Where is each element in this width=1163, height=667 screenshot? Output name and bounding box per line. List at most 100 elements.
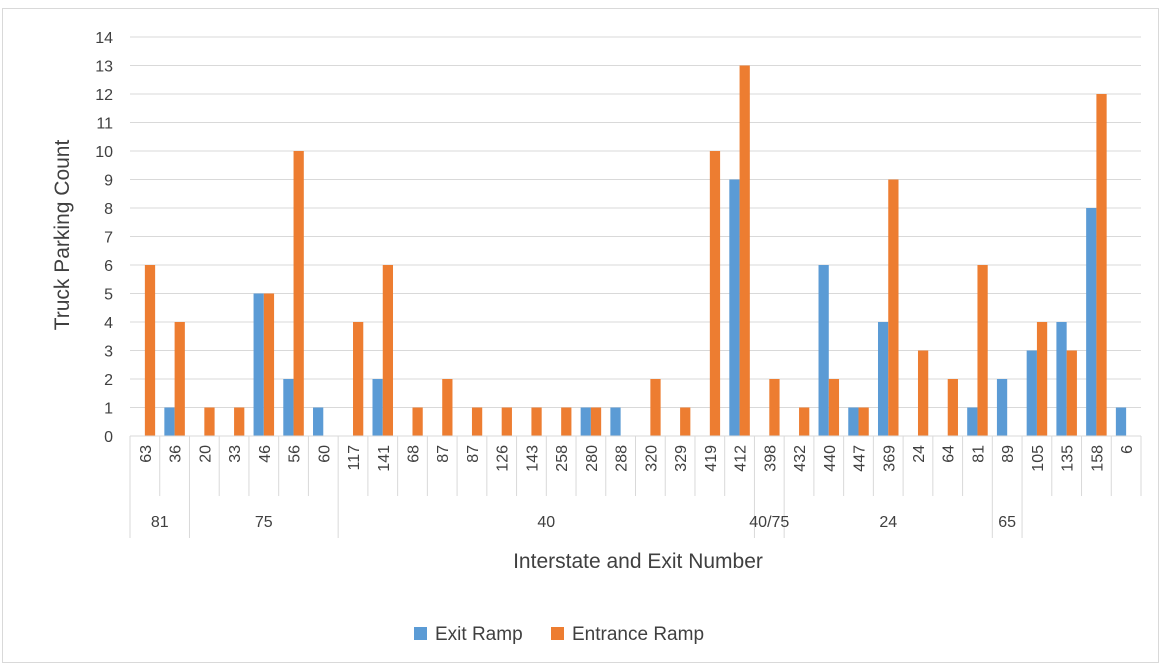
bar-exit-ramp [313,407,324,436]
y-tick-label: 2 [104,372,113,389]
y-tick-label: 13 [95,59,113,76]
chart-frame [2,8,1159,663]
bar-entrance-ramp [769,379,780,436]
bar-entrance-ramp [977,265,988,436]
group-labels: 81 75 40 40/75 24 65 [151,514,1016,531]
x-tick-label: 68 [405,445,422,463]
bar-entrance-ramp [471,407,483,436]
y-tick-label: 6 [104,258,113,275]
x-tick-label: 87 [465,445,482,463]
bar-entrance-ramp [1096,94,1107,436]
axes [129,435,1142,538]
bar-exit-ramp [967,407,978,436]
x-tick-label: 258 [554,445,571,472]
y-tick-label: 10 [95,144,113,161]
y-tick-label: 12 [95,87,113,104]
y-tick-label: 14 [95,30,113,47]
x-tick-label: 89 [1000,445,1017,463]
x-tick-label: 158 [1089,445,1106,472]
bar-exit-ramp [818,265,829,436]
x-tick-label: 60 [316,445,333,463]
x-tick-label: 141 [376,445,393,472]
x-tick-label: 46 [257,445,274,463]
y-tick-label: 3 [104,344,113,361]
bar-entrance-ramp [561,407,572,436]
y-tick-label: 8 [104,201,113,218]
bar-exit-ramp [1086,208,1097,436]
x-tick-label: 117 [346,445,363,471]
x-tick-label: 329 [673,445,690,472]
group-label: 75 [255,514,273,531]
x-tick-label: 369 [881,445,898,472]
bar-entrance-ramp [799,407,810,436]
bar-entrance-ramp [888,179,899,436]
bar-entrance-ramp [501,407,512,436]
x-tick-label: 447 [852,445,869,472]
y-tick-label: 0 [104,429,113,446]
x-tick-label: 440 [822,445,839,472]
bar-entrance-ramp [947,379,958,436]
x-tick-label: 280 [584,445,601,472]
x-axis-title: Interstate and Exit Number [513,550,763,573]
x-tick-label: 63 [138,445,155,463]
bar-entrance-ramp [382,265,394,436]
y-tick-label: 5 [104,287,113,304]
y-axis-title: Truck Parking Count [51,140,74,331]
y-tick-label: 9 [104,173,113,190]
bar-entrance-ramp [174,322,185,436]
x-tick-label: 105 [1030,445,1047,472]
bar-entrance-ramp [263,293,275,436]
bar-exit-ramp [580,407,591,436]
bar-entrance-ramp [353,322,364,436]
y-tick-label: 7 [104,230,113,247]
bar-exit-ramp [1026,350,1037,436]
bar-entrance-ramp [590,407,602,436]
bar-exit-ramp [1115,407,1127,436]
bar-exit-ramp [610,407,621,436]
x-tick-label: 33 [227,445,244,463]
bar-entrance-ramp [650,379,661,436]
bar-entrance-ramp [531,407,542,436]
bar-exit-ramp [164,407,175,436]
x-tick-label: 432 [792,445,809,472]
y-tick-label: 4 [104,315,113,332]
x-tick-label: 412 [733,445,750,472]
bar-entrance-ramp [858,407,869,436]
bar-entrance-ramp [234,407,245,436]
x-tick-label: 143 [524,445,541,472]
x-tick-label: 126 [495,445,512,472]
bar-entrance-ramp [412,407,423,436]
x-tick-label: 87 [435,445,452,463]
y-tick-label: 11 [96,116,113,133]
legend-label-entrance-ramp: Entrance Ramp [572,624,704,645]
x-tick-label: 288 [614,445,631,472]
grid-lines [130,36,1141,408]
x-tick-label: 24 [911,445,928,463]
bars [144,65,1127,436]
legend-swatch-exit-ramp [414,627,427,640]
legend-label-exit-ramp: Exit Ramp [435,624,523,645]
bar-exit-ramp [283,379,294,436]
bar-exit-ramp [253,293,264,436]
bar-entrance-ramp [1066,350,1077,436]
x-tick-label: 320 [643,445,660,472]
x-tick-label: 419 [703,445,720,472]
bar-exit-ramp [372,379,383,436]
bar-entrance-ramp [917,350,929,436]
x-tick-label: 6 [1119,445,1136,454]
bar-exit-ramp [877,322,889,436]
bar-entrance-ramp [144,265,156,436]
bar-entrance-ramp [709,151,721,436]
bar-entrance-ramp [828,379,840,436]
x-tick-label: 36 [168,445,185,463]
bar-entrance-ramp [680,407,691,436]
group-label: 40 [537,514,555,531]
x-tick-label: 398 [762,445,779,472]
bar-entrance-ramp [1036,322,1048,436]
legend: Exit Ramp Entrance Ramp [414,624,704,645]
group-label: 24 [879,514,897,531]
group-label: 81 [151,514,169,531]
x-tick-label: 56 [287,445,304,463]
